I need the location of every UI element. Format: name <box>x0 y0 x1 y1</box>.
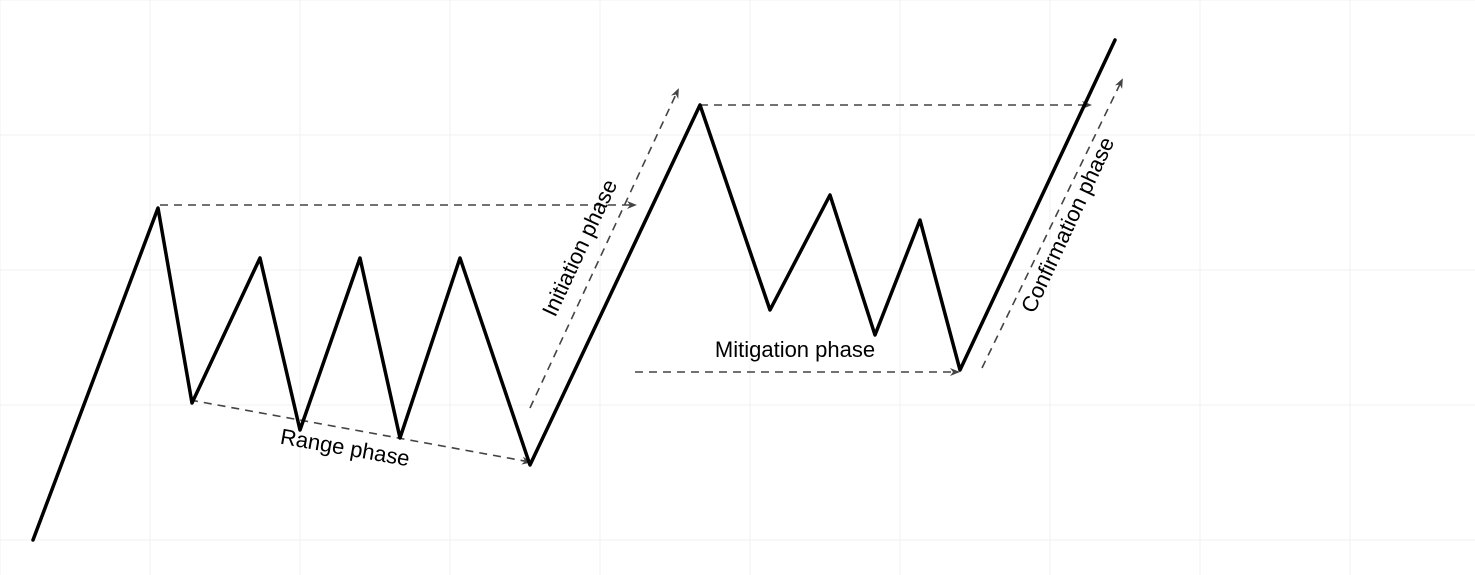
grid-layer <box>0 0 1475 575</box>
chart-svg <box>0 0 1475 575</box>
price-layer <box>33 40 1115 540</box>
chart-stage: Range phase Initiation phase Mitigation … <box>0 0 1475 575</box>
